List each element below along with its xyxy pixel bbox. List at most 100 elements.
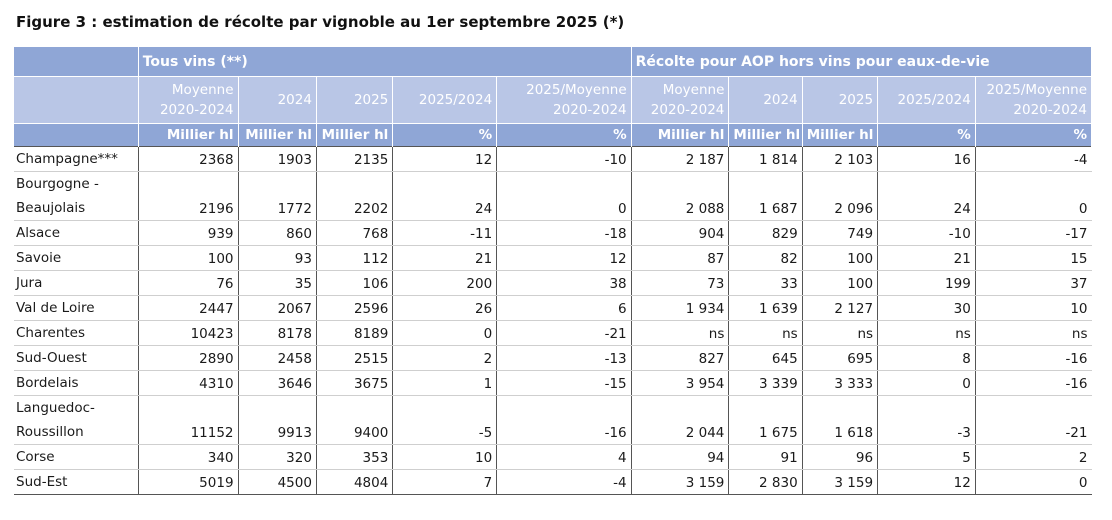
table-cell: ns xyxy=(975,320,1092,346)
unit-header: Millier hl xyxy=(728,123,803,147)
table-cell: 0 xyxy=(877,370,976,396)
table-cell: ns xyxy=(802,320,879,346)
unit-header: Millier hl xyxy=(238,123,317,147)
table-cell: 3 339 xyxy=(728,370,803,396)
table-cell: 1 687 xyxy=(728,171,803,221)
table-cell: 1903 xyxy=(238,146,317,172)
column-header-blank xyxy=(14,76,139,124)
column-header: 2025 xyxy=(802,76,879,124)
table-cell: 11152 xyxy=(138,395,239,445)
table-cell: 87 xyxy=(631,245,730,271)
group-header-aop: Récolte pour AOP hors vins pour eaux-de-… xyxy=(631,47,1093,77)
unit-header: Millier hl xyxy=(138,123,239,147)
table-cell: 2 xyxy=(975,444,1092,470)
row-label: Bourgogne - Beaujolais xyxy=(14,171,139,221)
column-header-line1: 2025/Moyenne xyxy=(986,82,1087,98)
table-cell: ns xyxy=(877,320,976,346)
table-cell: 2447 xyxy=(138,295,239,321)
table-cell: 73 xyxy=(631,270,730,296)
table-cell: 24 xyxy=(392,171,498,221)
table-cell: -21 xyxy=(496,320,632,346)
table-cell: 1 934 xyxy=(631,295,730,321)
table-cell: 3646 xyxy=(238,370,317,396)
table-cell: 2890 xyxy=(138,345,239,371)
table-cell: 8 xyxy=(877,345,976,371)
table-cell: 1 618 xyxy=(802,395,879,445)
table-cell: 30 xyxy=(877,295,976,321)
table-cell: -15 xyxy=(496,370,632,396)
table-row: Corse 340 320 353 10 4 94 91 96 5 2 xyxy=(14,444,1092,470)
column-header: 2025 xyxy=(316,76,394,124)
table-cell: 91 xyxy=(728,444,803,470)
table-cell: 4500 xyxy=(238,469,317,495)
table-cell: 2 103 xyxy=(802,146,879,172)
table-cell: 37 xyxy=(975,270,1092,296)
unit-header: Millier hl xyxy=(802,123,879,147)
row-label: Sud-Ouest xyxy=(14,345,139,371)
table-cell: 3 954 xyxy=(631,370,730,396)
group-header-tous-vins: Tous vins (**) xyxy=(138,47,632,77)
column-header-line1: 2025/Moyenne xyxy=(526,82,627,98)
table-cell: -10 xyxy=(496,146,632,172)
table-cell: 4310 xyxy=(138,370,239,396)
table-row: Charentes 10423 8178 8189 0 -21 ns ns ns ns ns xyxy=(14,320,1092,346)
group-header-row: Tous vins (**) Récolte pour AOP hors vin… xyxy=(14,47,1093,77)
table-row: Bordelais 4310 3646 3675 1 -15 3 954 3 339 3 333… xyxy=(14,370,1092,396)
table-cell: 93 xyxy=(238,245,317,271)
table-cell: -3 xyxy=(877,395,976,445)
table-cell: 749 xyxy=(802,220,879,246)
table-cell: -17 xyxy=(975,220,1092,246)
table-cell: 38 xyxy=(496,270,632,296)
table-row: Champagne*** 2368 1903 2135 12 -10 2 187 1 814 2… xyxy=(14,146,1092,172)
table-cell: 0 xyxy=(496,171,632,221)
column-header-line1: Moyenne xyxy=(171,82,234,98)
column-header-line2: 2020-2024 xyxy=(159,102,234,118)
table-cell: 21 xyxy=(877,245,976,271)
column-header-line2: 2020-2024 xyxy=(1013,102,1087,118)
table-cell: 8178 xyxy=(238,320,317,346)
table-cell: 5019 xyxy=(138,469,239,495)
table-cell: 2515 xyxy=(316,345,394,371)
table-cell: 6 xyxy=(496,295,632,321)
table-cell: 1 675 xyxy=(728,395,803,445)
table-cell: 2 xyxy=(392,345,498,371)
column-header-line2: 2025 xyxy=(838,92,874,108)
table-cell: -11 xyxy=(392,220,498,246)
table-cell: 5 xyxy=(877,444,976,470)
column-header-line2: 2025/2024 xyxy=(418,92,493,108)
row-label: Savoie xyxy=(14,245,139,271)
table-cell: 768 xyxy=(316,220,394,246)
table-cell: 2135 xyxy=(316,146,394,172)
unit-header: % xyxy=(975,123,1093,147)
table-cell: 26 xyxy=(392,295,498,321)
group-header-blank xyxy=(14,47,139,77)
column-header: 2024 xyxy=(728,76,803,124)
table-cell: 827 xyxy=(631,345,730,371)
row-label: Alsace xyxy=(14,220,139,246)
table-row: Savoie 100 93 112 21 12 87 82 100 21 15 xyxy=(14,245,1092,271)
table-cell: 199 xyxy=(877,270,976,296)
unit-header: % xyxy=(392,123,498,147)
table-cell: ns xyxy=(631,320,730,346)
row-label: Languedoc- Roussillon xyxy=(14,395,139,445)
table-cell: 353 xyxy=(316,444,394,470)
table-row: Languedoc- Roussillon 11152 9913 9400 -5 -16 2… xyxy=(14,395,1092,445)
table-cell: -21 xyxy=(975,395,1092,445)
harvest-table: Tous vins (**) Récolte pour AOP hors vin… xyxy=(14,47,1093,495)
table-cell: 9913 xyxy=(238,395,317,445)
table-cell: -16 xyxy=(975,345,1092,371)
table-cell: 3 159 xyxy=(631,469,730,495)
table-cell: 1 639 xyxy=(728,295,803,321)
table-cell: -4 xyxy=(975,146,1092,172)
table-cell: 2 044 xyxy=(631,395,730,445)
table-cell: -13 xyxy=(496,345,632,371)
table-cell: 24 xyxy=(877,171,976,221)
table-cell: -18 xyxy=(496,220,632,246)
table-cell: 100 xyxy=(802,270,879,296)
table-cell: 904 xyxy=(631,220,730,246)
table-cell: 2368 xyxy=(138,146,239,172)
row-label: Bordelais xyxy=(14,370,139,396)
table-cell: 200 xyxy=(392,270,498,296)
table-cell: 1 814 xyxy=(728,146,803,172)
